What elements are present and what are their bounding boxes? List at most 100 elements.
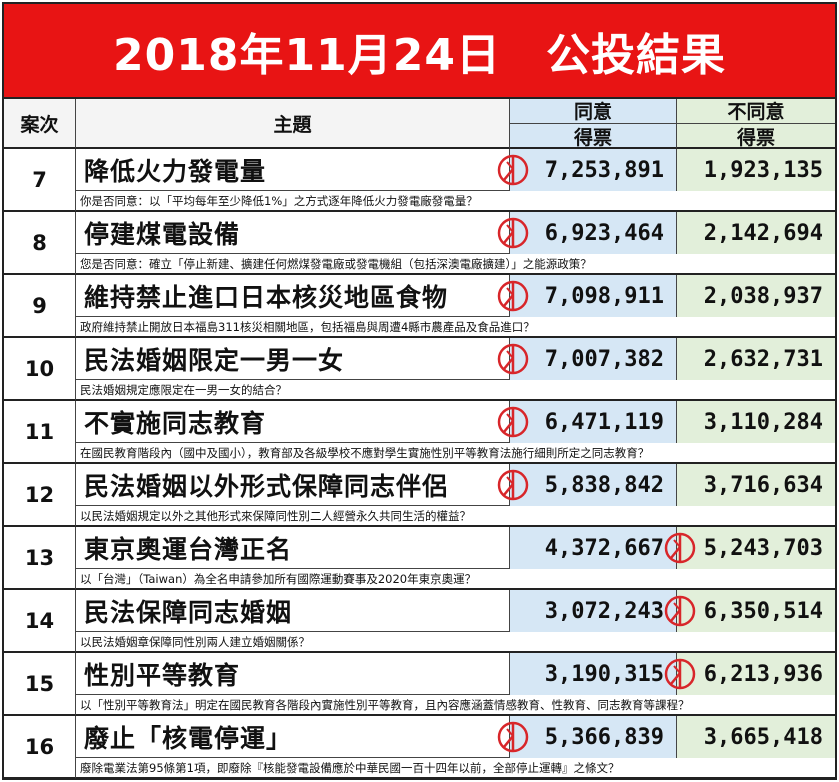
header-topic: 主題 [76,99,510,149]
description-text: 民法婚姻規定應限定在一男一女的結合？ [80,383,287,397]
case-number: 16 [4,716,76,779]
disagree-votes: 6,213,936 [677,653,835,695]
vote-stamp-icon [663,594,697,628]
row-main: 東京奧運台灣正名 4,372,667 5,243,703 [4,527,835,569]
table-row: 民法保障同志婚姻 3,072,243 6,350,514 以民法婚姻章保障同性別兩人建… [4,590,835,653]
vote-stamp-icon [663,657,697,691]
case-number: 11 [4,401,76,464]
header-disagree-votes: 得票 [677,123,835,149]
topic-title: 降低火力發電量 [76,149,510,191]
description-background [76,506,835,525]
description-text: 以「性別平等教育法」明定在國民教育各階段內實施性別平等教育，且內容應涵蓋情感教育… [80,698,690,712]
agree-votes: 5,366,839 [510,716,677,758]
topic-title: 停建煤電設備 [76,212,510,254]
vote-stamp-icon [496,279,530,313]
description-background [76,443,835,462]
row-description: 在國民教育階段內（國中及國小），教育部及各級學校不應對學生實施性別平等教育法施行… [76,443,835,464]
table-row: 東京奧運台灣正名 4,372,667 5,243,703 以「台灣」（Taiwan）為… [4,527,835,590]
row-main: 不實施同志教育 6,471,119 3,110,284 [4,401,835,443]
row-description: 以「台灣」（Taiwan）為全名申請參加所有國際運動賽事及2020年東京奧運？ [76,569,835,590]
table-row: 降低火力發電量 7,253,891 1,923,135 你是否同意：以「平均每年至少降… [4,149,835,212]
description-text: 政府維持禁止開放日本福島311核災相關地區，包括福島與周遭4縣市農產品及食品進口… [80,320,535,334]
vote-stamp-icon [496,720,530,754]
vote-stamp-icon [663,531,697,565]
description-background [76,569,835,588]
description-background [76,254,835,273]
case-number: 13 [4,527,76,590]
header-agree-votes: 得票 [510,123,676,149]
agree-votes: 6,471,119 [510,401,677,443]
agree-votes: 3,190,315 [510,653,677,695]
header-disagree: 不同意 得票 [677,99,835,149]
row-description: 政府維持禁止開放日本福島311核災相關地區，包括福島與周遭4縣市農產品及食品進口… [76,317,835,338]
row-main: 民法婚姻以外形式保障同志伴侶 5,838,842 3,716,634 [4,464,835,506]
row-main: 性別平等教育 3,190,315 6,213,936 [4,653,835,695]
topic-title: 民法婚姻以外形式保障同志伴侶 [76,464,510,506]
topic-title: 性別平等教育 [76,653,510,695]
disagree-votes: 6,350,514 [677,590,835,632]
table-row: 不實施同志教育 6,471,119 3,110,284 在國民教育階段內（國中及國小）… [4,401,835,464]
agree-votes: 6,923,464 [510,212,677,254]
vote-stamp-icon [496,216,530,250]
table-row: 維持禁止進口日本核災地區食物 7,098,911 2,038,937 政府維持禁止開放… [4,275,835,338]
header-disagree-label: 不同意 [727,101,785,123]
description-background [76,695,835,714]
topic-title: 維持禁止進口日本核災地區食物 [76,275,510,317]
header-case: 案次 [4,99,76,149]
agree-votes: 3,072,243 [510,590,677,632]
case-number: 10 [4,338,76,401]
row-description: 你是否同意：以「平均每年至少降低1%」之方式逐年降低火力發電廠發電量？ [76,191,835,212]
vote-stamp-icon [496,468,530,502]
agree-votes: 7,253,891 [510,149,677,191]
table-row: 停建煤電設備 6,923,464 2,142,694 您是否同意：確立「停止新建、擴建… [4,212,835,275]
topic-title: 不實施同志教育 [76,401,510,443]
description-text: 廢除電業法第95條第1項，即廢除『核能發電設備應於中華民國一百十四年以前，全部停… [80,761,620,775]
disagree-votes: 1,923,135 [677,149,835,191]
row-description: 民法婚姻規定應限定在一男一女的結合？ [76,380,835,401]
table-row: 廢止「核電停運」 5,366,839 3,665,418 廢除電業法第95條第1項，即… [4,716,835,779]
row-main: 民法保障同志婚姻 3,072,243 6,350,514 [4,590,835,632]
header-agree-label: 同意 [573,101,612,123]
agree-votes: 5,838,842 [510,464,677,506]
row-main: 民法婚姻限定一男一女 7,007,382 2,632,731 [4,338,835,380]
description-background [76,632,835,651]
vote-stamp-icon [496,405,530,439]
description-background [76,317,835,336]
case-number: 9 [4,275,76,338]
description-text: 以「台灣」（Taiwan）為全名申請參加所有國際運動賽事及2020年東京奧運？ [80,572,477,586]
case-number: 12 [4,464,76,527]
row-main: 停建煤電設備 6,923,464 2,142,694 [4,212,835,254]
topic-title: 民法保障同志婚姻 [76,590,510,632]
agree-votes: 4,372,667 [510,527,677,569]
description-background [76,380,835,399]
description-text: 以民法婚姻規定以外之其他形式來保障同性別二人經營永久共同生活的權益？ [80,509,471,523]
case-number: 7 [4,149,76,212]
disagree-votes: 3,110,284 [677,401,835,443]
row-main: 降低火力發電量 7,253,891 1,923,135 [4,149,835,191]
table-row: 民法婚姻以外形式保障同志伴侶 5,838,842 3,716,634 以民法婚姻規定以… [4,464,835,527]
case-number: 14 [4,590,76,653]
disagree-votes: 5,243,703 [677,527,835,569]
topic-title: 廢止「核電停運」 [76,716,510,758]
topic-title: 民法婚姻限定一男一女 [76,338,510,380]
disagree-votes: 3,716,634 [677,464,835,506]
description-background [76,191,835,210]
header-agree: 同意 得票 [510,99,677,149]
topic-title: 東京奧運台灣正名 [76,527,510,569]
description-text: 您是否同意：確立「停止新建、擴建任何燃煤發電廠或發電機組（包括深澳電廠擴建）」之… [80,257,592,271]
row-description: 以民法婚姻章保障同性別兩人建立婚姻關係？ [76,632,835,653]
row-description: 以民法婚姻規定以外之其他形式來保障同性別二人經營永久共同生活的權益？ [76,506,835,527]
vote-stamp-icon [496,153,530,187]
description-text: 你是否同意：以「平均每年至少降低1%」之方式逐年降低火力發電廠發電量？ [80,194,478,208]
description-background [76,758,835,777]
row-description: 以「性別平等教育法」明定在國民教育各階段內實施性別平等教育，且內容應涵蓋情感教育… [76,695,835,716]
row-description: 您是否同意：確立「停止新建、擴建任何燃煤發電廠或發電機組（包括深澳電廠擴建）」之… [76,254,835,275]
row-main: 維持禁止進口日本核災地區食物 7,098,911 2,038,937 [4,275,835,317]
table-row: 民法婚姻限定一男一女 7,007,382 2,632,731 民法婚姻規定應限定在一男… [4,338,835,401]
row-main: 廢止「核電停運」 5,366,839 3,665,418 [4,716,835,758]
description-text: 在國民教育階段內（國中及國小），教育部及各級學校不應對學生實施性別平等教育法施行… [80,446,650,460]
disagree-votes: 2,038,937 [677,275,835,317]
disagree-votes: 2,632,731 [677,338,835,380]
agree-votes: 7,007,382 [510,338,677,380]
